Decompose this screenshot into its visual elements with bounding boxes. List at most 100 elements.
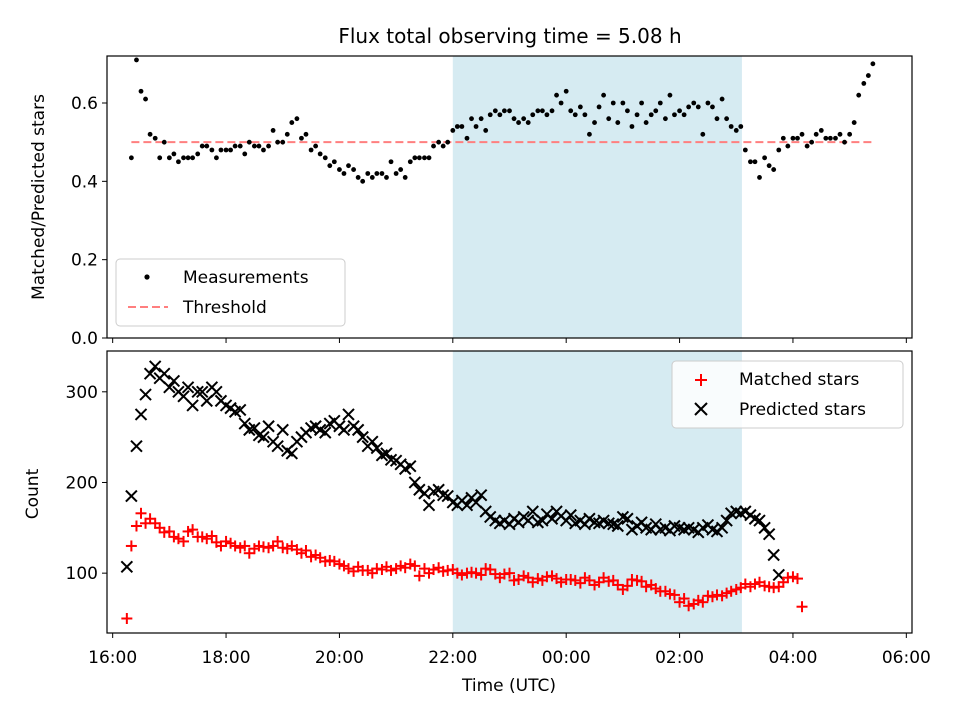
matched-star-point — [697, 596, 709, 608]
matched-star-point — [456, 569, 468, 581]
matched-star-point — [229, 540, 241, 552]
predicted-star-point — [130, 440, 143, 453]
bottom-legend-box — [671, 360, 904, 429]
measurement-point — [242, 151, 248, 157]
matched-star-point — [300, 544, 312, 556]
measurement-point — [530, 112, 536, 118]
predicted-star-point — [767, 548, 780, 562]
measurement-point — [176, 159, 181, 165]
measurement-point — [653, 108, 659, 114]
measurement-point — [677, 108, 682, 114]
measurement-point — [128, 155, 134, 161]
measurement-point — [771, 167, 777, 172]
measurement-point — [587, 131, 592, 137]
measurement-point — [299, 135, 304, 141]
measurement-point — [525, 120, 531, 125]
measurement-point — [450, 128, 456, 133]
measurement-point — [431, 143, 436, 149]
matched-star-point — [409, 560, 421, 572]
measurement-point — [667, 92, 673, 98]
bottom-y-tick-label: 300 — [66, 383, 98, 403]
measurement-point — [280, 139, 286, 145]
matched-star-point — [121, 612, 133, 624]
measurement-point — [289, 120, 295, 125]
measurement-point — [823, 135, 829, 141]
top-x-ticks — [112, 338, 907, 343]
measurement-point — [251, 143, 257, 149]
matched-star-point — [668, 589, 680, 601]
measurement-point — [804, 143, 810, 149]
measurement-point — [422, 155, 427, 161]
matched-star-point — [504, 567, 515, 579]
measurement-point — [748, 159, 753, 165]
measurement-point — [700, 131, 706, 137]
measurement-point — [426, 155, 432, 161]
measurement-point — [577, 104, 583, 110]
measurement-point — [662, 116, 668, 122]
matched-star-point — [470, 567, 482, 579]
measurement-point — [648, 112, 654, 118]
predicted-star-point — [134, 408, 148, 421]
measurement-point — [459, 124, 465, 129]
matched-star-point — [178, 535, 190, 547]
measurement-point — [228, 147, 233, 153]
measurement-point — [195, 151, 201, 157]
bottom-y-tick-label: 100 — [66, 564, 98, 584]
measurement-point — [171, 151, 177, 157]
bottom-y-axis-label: Count — [23, 468, 43, 519]
measurement-point — [516, 120, 521, 125]
measurement-point — [847, 131, 853, 137]
predicted-star-point — [469, 496, 483, 509]
predicted-star-point — [715, 521, 729, 535]
measurement-point — [157, 155, 163, 161]
measurement-point — [672, 112, 677, 118]
predicted-star-point — [720, 514, 733, 527]
measurement-point — [166, 155, 172, 161]
measurement-point — [327, 163, 333, 169]
measurement-point — [487, 112, 493, 118]
measurement-point — [473, 124, 479, 129]
predicted-star-point — [271, 440, 284, 453]
top-legend[interactable]: Measurements Threshold — [115, 258, 346, 327]
measurement-point — [346, 163, 351, 169]
matched-star-point — [413, 570, 425, 582]
measurement-point — [398, 167, 404, 172]
measurement-point — [535, 108, 541, 114]
measurement-point — [294, 116, 300, 122]
measurement-point — [374, 171, 380, 176]
measurement-point — [827, 135, 833, 141]
measurement-point — [643, 120, 649, 125]
measurement-point — [610, 100, 616, 106]
measurement-point — [790, 135, 796, 141]
predicted-star-point — [238, 417, 251, 430]
predicted-star-point — [276, 423, 289, 437]
predicted-star-point — [285, 447, 299, 460]
legend-predicted-label: Predicted stars — [739, 400, 866, 420]
matched-star-point — [725, 585, 737, 597]
bottom-x-tick-label: 04:00 — [768, 648, 817, 668]
measurement-point — [365, 171, 371, 176]
predicted-star-point — [536, 514, 549, 527]
measurement-point — [412, 155, 418, 161]
measurement-point — [818, 128, 824, 133]
matched-star-point — [272, 535, 284, 547]
bottom-legend[interactable]: Matched stars Predicted stars — [671, 360, 904, 429]
top-shaded-region — [452, 56, 742, 338]
measurement-point — [266, 143, 271, 149]
bottom-x-ticks: 16:00 18:00 20:00 22:00 00:00 02:00 04:00 06:00 — [88, 633, 931, 668]
predicted-star-point — [186, 399, 199, 412]
predicted-star-point — [210, 385, 223, 399]
measurement-point — [776, 147, 782, 153]
measurement-point — [601, 92, 607, 98]
measurement-point — [497, 112, 503, 118]
predicted-star-point — [370, 441, 384, 455]
measurement-point — [568, 108, 574, 114]
measurement-point — [402, 175, 408, 180]
measurement-point — [204, 143, 210, 149]
legend-threshold-label: Threshold — [182, 298, 267, 318]
measurement-point — [606, 116, 612, 122]
bottom-x-tick-label: 00:00 — [542, 648, 591, 668]
bottom-x-tick-label: 02:00 — [655, 648, 704, 668]
predicted-star-point — [436, 488, 450, 502]
